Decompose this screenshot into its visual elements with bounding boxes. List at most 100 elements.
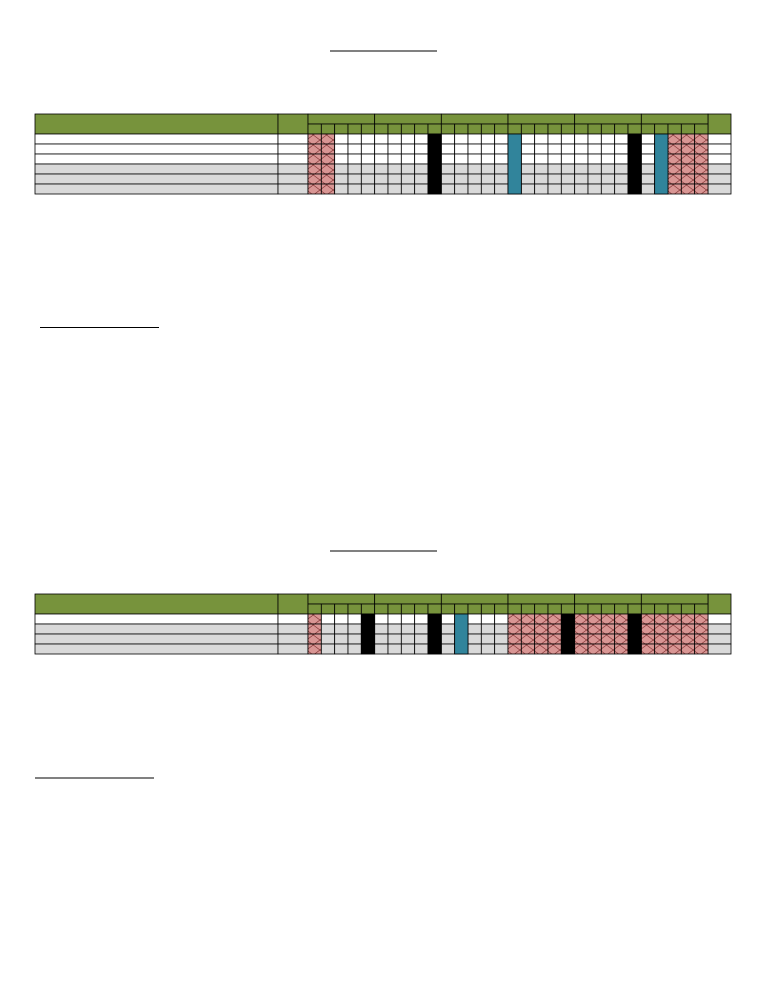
day-cell <box>374 163 389 175</box>
row-cell <box>707 143 732 155</box>
sub-header <box>494 603 509 615</box>
sub-header <box>694 123 709 135</box>
day-cell <box>667 173 682 185</box>
day-cell <box>414 163 429 175</box>
row-cell <box>277 143 309 155</box>
day-cell <box>587 633 602 645</box>
day-cell <box>307 643 322 655</box>
sub-header <box>480 123 496 135</box>
row-cell <box>34 173 279 185</box>
day-cell <box>334 143 349 155</box>
day-cell <box>534 163 549 175</box>
row-cell <box>34 163 279 175</box>
sub-header <box>307 603 322 615</box>
sub-header <box>654 123 669 135</box>
day-cell <box>667 613 682 625</box>
sub-header <box>440 123 456 135</box>
day-cell <box>374 183 389 195</box>
day-cell <box>694 623 709 635</box>
day-cell <box>334 133 349 145</box>
day-cell <box>667 633 682 645</box>
day-cell <box>534 633 549 645</box>
day-cell <box>667 133 682 145</box>
day-cell <box>480 613 496 625</box>
day-cell <box>587 613 602 625</box>
day-cell <box>307 173 322 185</box>
day-cell <box>547 173 562 185</box>
day-cell <box>494 173 509 185</box>
day-cell <box>374 143 389 155</box>
day-cell <box>480 143 496 155</box>
row-cell <box>277 613 309 625</box>
sub-header <box>640 123 656 135</box>
day-cell <box>547 163 562 175</box>
day-cell <box>414 643 429 655</box>
day-cell <box>480 183 496 195</box>
day-cell <box>347 143 362 155</box>
day-cell <box>400 613 416 625</box>
day-cell <box>640 613 656 625</box>
day-cell <box>694 643 709 655</box>
header-cell <box>34 593 279 615</box>
day-cell <box>494 633 509 645</box>
day-cell <box>587 163 602 175</box>
day-cell <box>414 613 429 625</box>
sub-header <box>467 123 482 135</box>
row-cell <box>277 183 309 195</box>
sub-header <box>547 603 562 615</box>
day-cell <box>360 133 376 145</box>
day-cell <box>680 133 696 145</box>
day-cell <box>614 143 629 155</box>
highlight-column <box>507 133 522 195</box>
day-cell <box>574 633 589 645</box>
closed-column <box>427 613 442 655</box>
day-cell <box>494 623 509 635</box>
day-cell <box>334 163 349 175</box>
day-cell <box>654 633 669 645</box>
day-cell <box>480 633 496 645</box>
day-cell <box>520 623 536 635</box>
day-cell <box>320 143 336 155</box>
day-cell <box>454 153 469 165</box>
day-cell <box>640 643 656 655</box>
sub-header <box>427 603 442 615</box>
day-cell <box>454 163 469 175</box>
day-cell <box>640 183 656 195</box>
day-cell <box>534 173 549 185</box>
day-cell <box>574 163 589 175</box>
day-cell <box>387 173 402 185</box>
day-cell <box>520 643 536 655</box>
sub-header <box>387 603 402 615</box>
sub-header <box>627 123 642 135</box>
row-cell <box>707 183 732 195</box>
sub-header <box>320 123 336 135</box>
sub-header <box>587 603 602 615</box>
day-cell <box>520 143 536 155</box>
group-header <box>507 593 576 605</box>
day-cell <box>507 623 522 635</box>
day-cell <box>680 163 696 175</box>
day-cell <box>454 133 469 145</box>
closed-column <box>560 613 576 655</box>
day-cell <box>360 143 376 155</box>
day-cell <box>614 643 629 655</box>
sub-header <box>414 603 429 615</box>
day-cell <box>320 633 336 645</box>
sub-header <box>467 603 482 615</box>
day-cell <box>414 133 429 145</box>
day-cell <box>400 633 416 645</box>
day-cell <box>694 163 709 175</box>
closed-column <box>627 613 642 655</box>
day-cell <box>534 153 549 165</box>
day-cell <box>347 633 362 645</box>
day-cell <box>454 183 469 195</box>
row-cell <box>707 133 732 145</box>
row-cell <box>34 643 279 655</box>
day-cell <box>320 153 336 165</box>
day-cell <box>654 613 669 625</box>
sub-header <box>307 123 322 135</box>
day-cell <box>400 623 416 635</box>
day-cell <box>467 183 482 195</box>
sub-header <box>614 123 629 135</box>
